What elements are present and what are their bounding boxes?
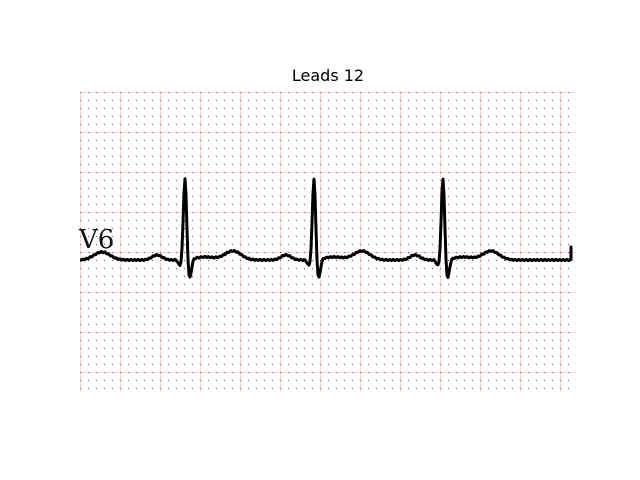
figure-title: Leads 12 — [291, 66, 365, 85]
ecg-dot-grid — [80, 92, 576, 392]
lead-label-v6: V6 — [79, 225, 115, 255]
ecg-trace-v6 — [80, 177, 573, 279]
ecg-strip — [80, 92, 576, 392]
